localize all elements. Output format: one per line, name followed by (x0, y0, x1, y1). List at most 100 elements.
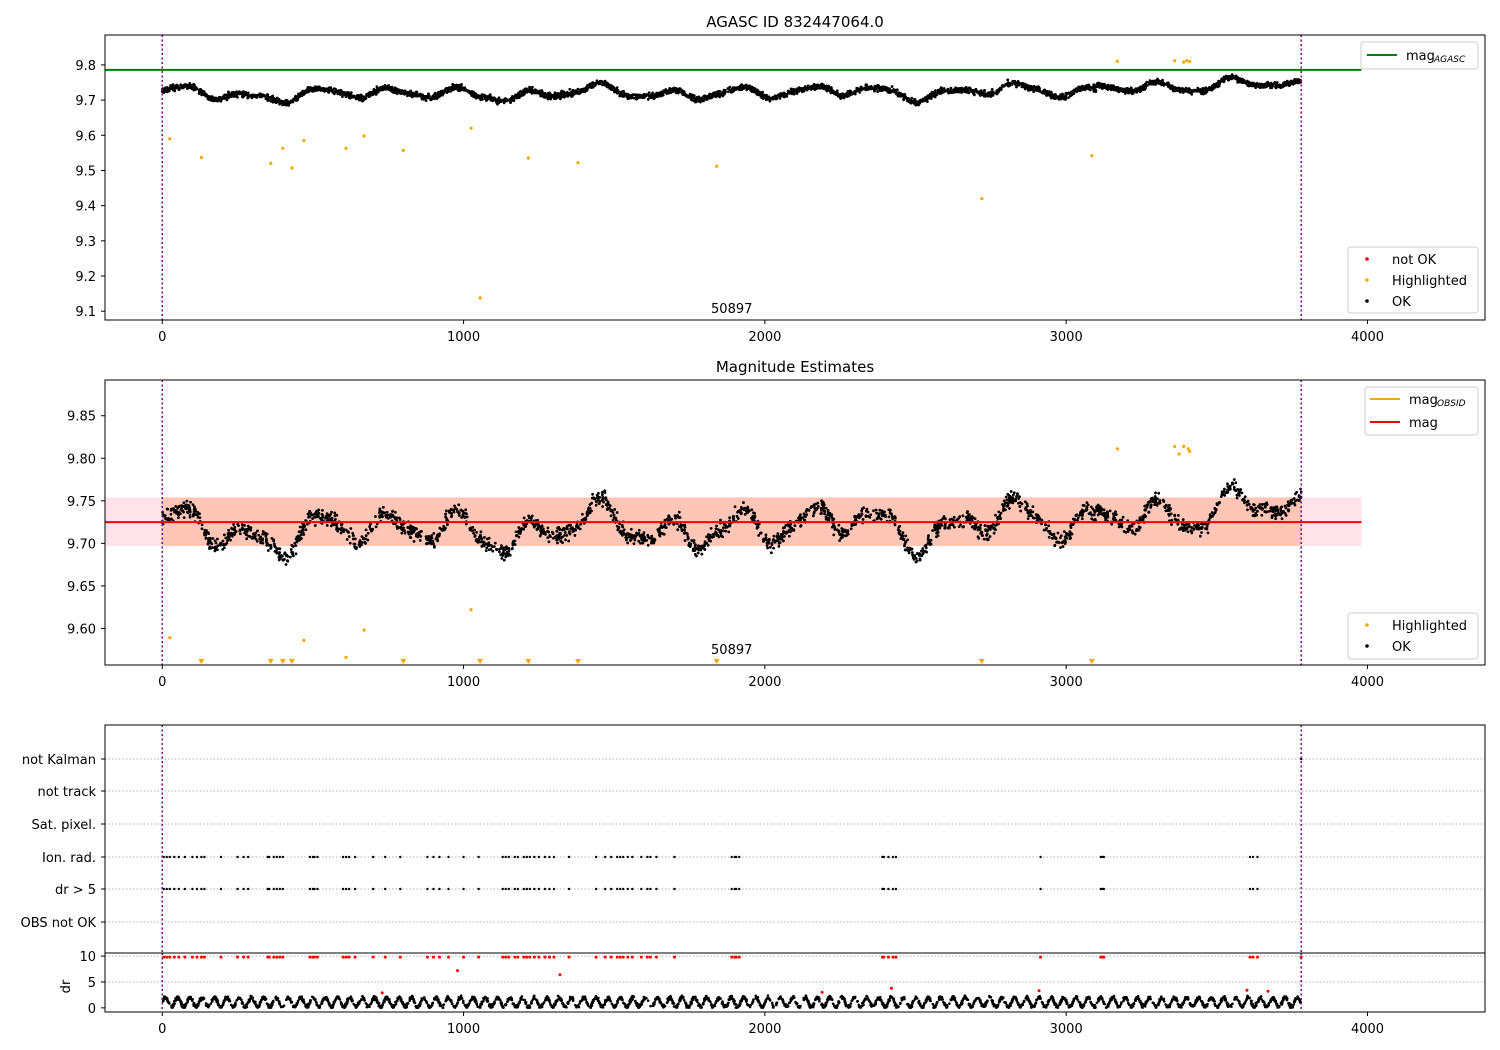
ok-point (731, 86, 735, 89)
ok-point (565, 91, 569, 94)
ok-point (229, 538, 232, 542)
ok-point (1176, 513, 1180, 517)
ok-point (1153, 495, 1157, 498)
ok-point (771, 95, 775, 99)
ok-point (349, 527, 353, 530)
ok-point (766, 96, 770, 100)
ok-point (1227, 76, 1231, 80)
ok-point (1154, 81, 1158, 85)
ok-point (902, 98, 906, 102)
ok-point (906, 99, 909, 103)
ok-point (378, 87, 381, 91)
ok-point (981, 534, 984, 537)
ok-point (298, 92, 302, 96)
ok-point (855, 89, 859, 93)
ok-point (1208, 513, 1212, 517)
ok-point (1007, 506, 1011, 510)
ok-point (726, 87, 730, 90)
ok-point (414, 534, 418, 537)
ok-point (895, 88, 899, 92)
ok-point (683, 539, 687, 542)
ok-point (670, 89, 674, 93)
ok-point (849, 91, 853, 95)
ok-point (1157, 491, 1161, 495)
highlighted-point (168, 137, 172, 141)
ok-point (678, 88, 682, 92)
ok-point (1138, 526, 1142, 530)
ok-point (1037, 89, 1041, 93)
ok-point (369, 91, 372, 94)
ok-point (349, 94, 353, 98)
ok-point (1067, 96, 1070, 99)
ok-point (793, 524, 797, 528)
ok-point (1061, 545, 1065, 548)
ok-point (460, 83, 463, 86)
ok-point (474, 93, 478, 97)
ok-point (1104, 83, 1107, 87)
ok-point (244, 93, 248, 96)
ok-point (933, 523, 937, 527)
ok-point (321, 508, 324, 512)
ok-point (1017, 83, 1021, 87)
ok-point (485, 546, 489, 550)
ok-point (989, 92, 992, 96)
ok-point (925, 550, 929, 554)
ok-point (795, 92, 799, 95)
ok-point (980, 93, 984, 97)
ok-point (791, 89, 794, 93)
legend-label: OK (1392, 295, 1411, 310)
ok-point (164, 86, 167, 90)
ok-point (858, 90, 862, 94)
ok-point (830, 87, 833, 90)
ok-point (885, 87, 889, 90)
ok-point (450, 514, 454, 518)
ok-point (735, 514, 739, 518)
ok-point (235, 95, 239, 99)
ok-point (1003, 508, 1007, 512)
ok-point (1057, 97, 1061, 101)
ok-point (502, 558, 506, 562)
ok-point (604, 82, 607, 86)
ok-point (823, 512, 826, 516)
ok-point (812, 82, 816, 86)
ok-point (1013, 80, 1017, 84)
ok-point (171, 83, 175, 87)
ok-point (396, 90, 400, 94)
ok-point (728, 516, 732, 520)
ok-point (777, 544, 781, 548)
ok-point (847, 94, 851, 98)
ok-point (301, 89, 305, 93)
ok-point (902, 94, 905, 98)
ok-point (215, 548, 219, 552)
ok-point (346, 91, 350, 95)
ok-point (1199, 90, 1203, 94)
ok-point (730, 89, 734, 92)
ok-point (1269, 81, 1273, 85)
ok-point (1000, 84, 1004, 87)
ok-point (776, 94, 779, 98)
ok-point (872, 87, 876, 90)
ok-point (927, 96, 931, 100)
ok-point (941, 87, 944, 91)
ok-point (427, 92, 430, 96)
ok-point (286, 559, 289, 563)
ok-point (371, 93, 375, 97)
ok-point (776, 532, 780, 536)
ok-point (891, 517, 895, 521)
ok-point (324, 87, 327, 91)
ok-point (887, 91, 891, 94)
ok-point (931, 94, 935, 97)
ok-point (362, 96, 365, 100)
ok-point (633, 93, 637, 97)
ok-point (654, 94, 658, 98)
ok-point (820, 82, 824, 86)
ok-point (806, 87, 810, 91)
ok-point (775, 539, 778, 543)
ok-point (1283, 83, 1287, 87)
ok-point (613, 508, 617, 511)
legend-mag-agasc: mag AGASC (1360, 41, 1479, 70)
ok-point (186, 87, 189, 90)
ok-point (695, 97, 699, 101)
ok-point (266, 549, 270, 552)
ok-point (935, 531, 939, 534)
